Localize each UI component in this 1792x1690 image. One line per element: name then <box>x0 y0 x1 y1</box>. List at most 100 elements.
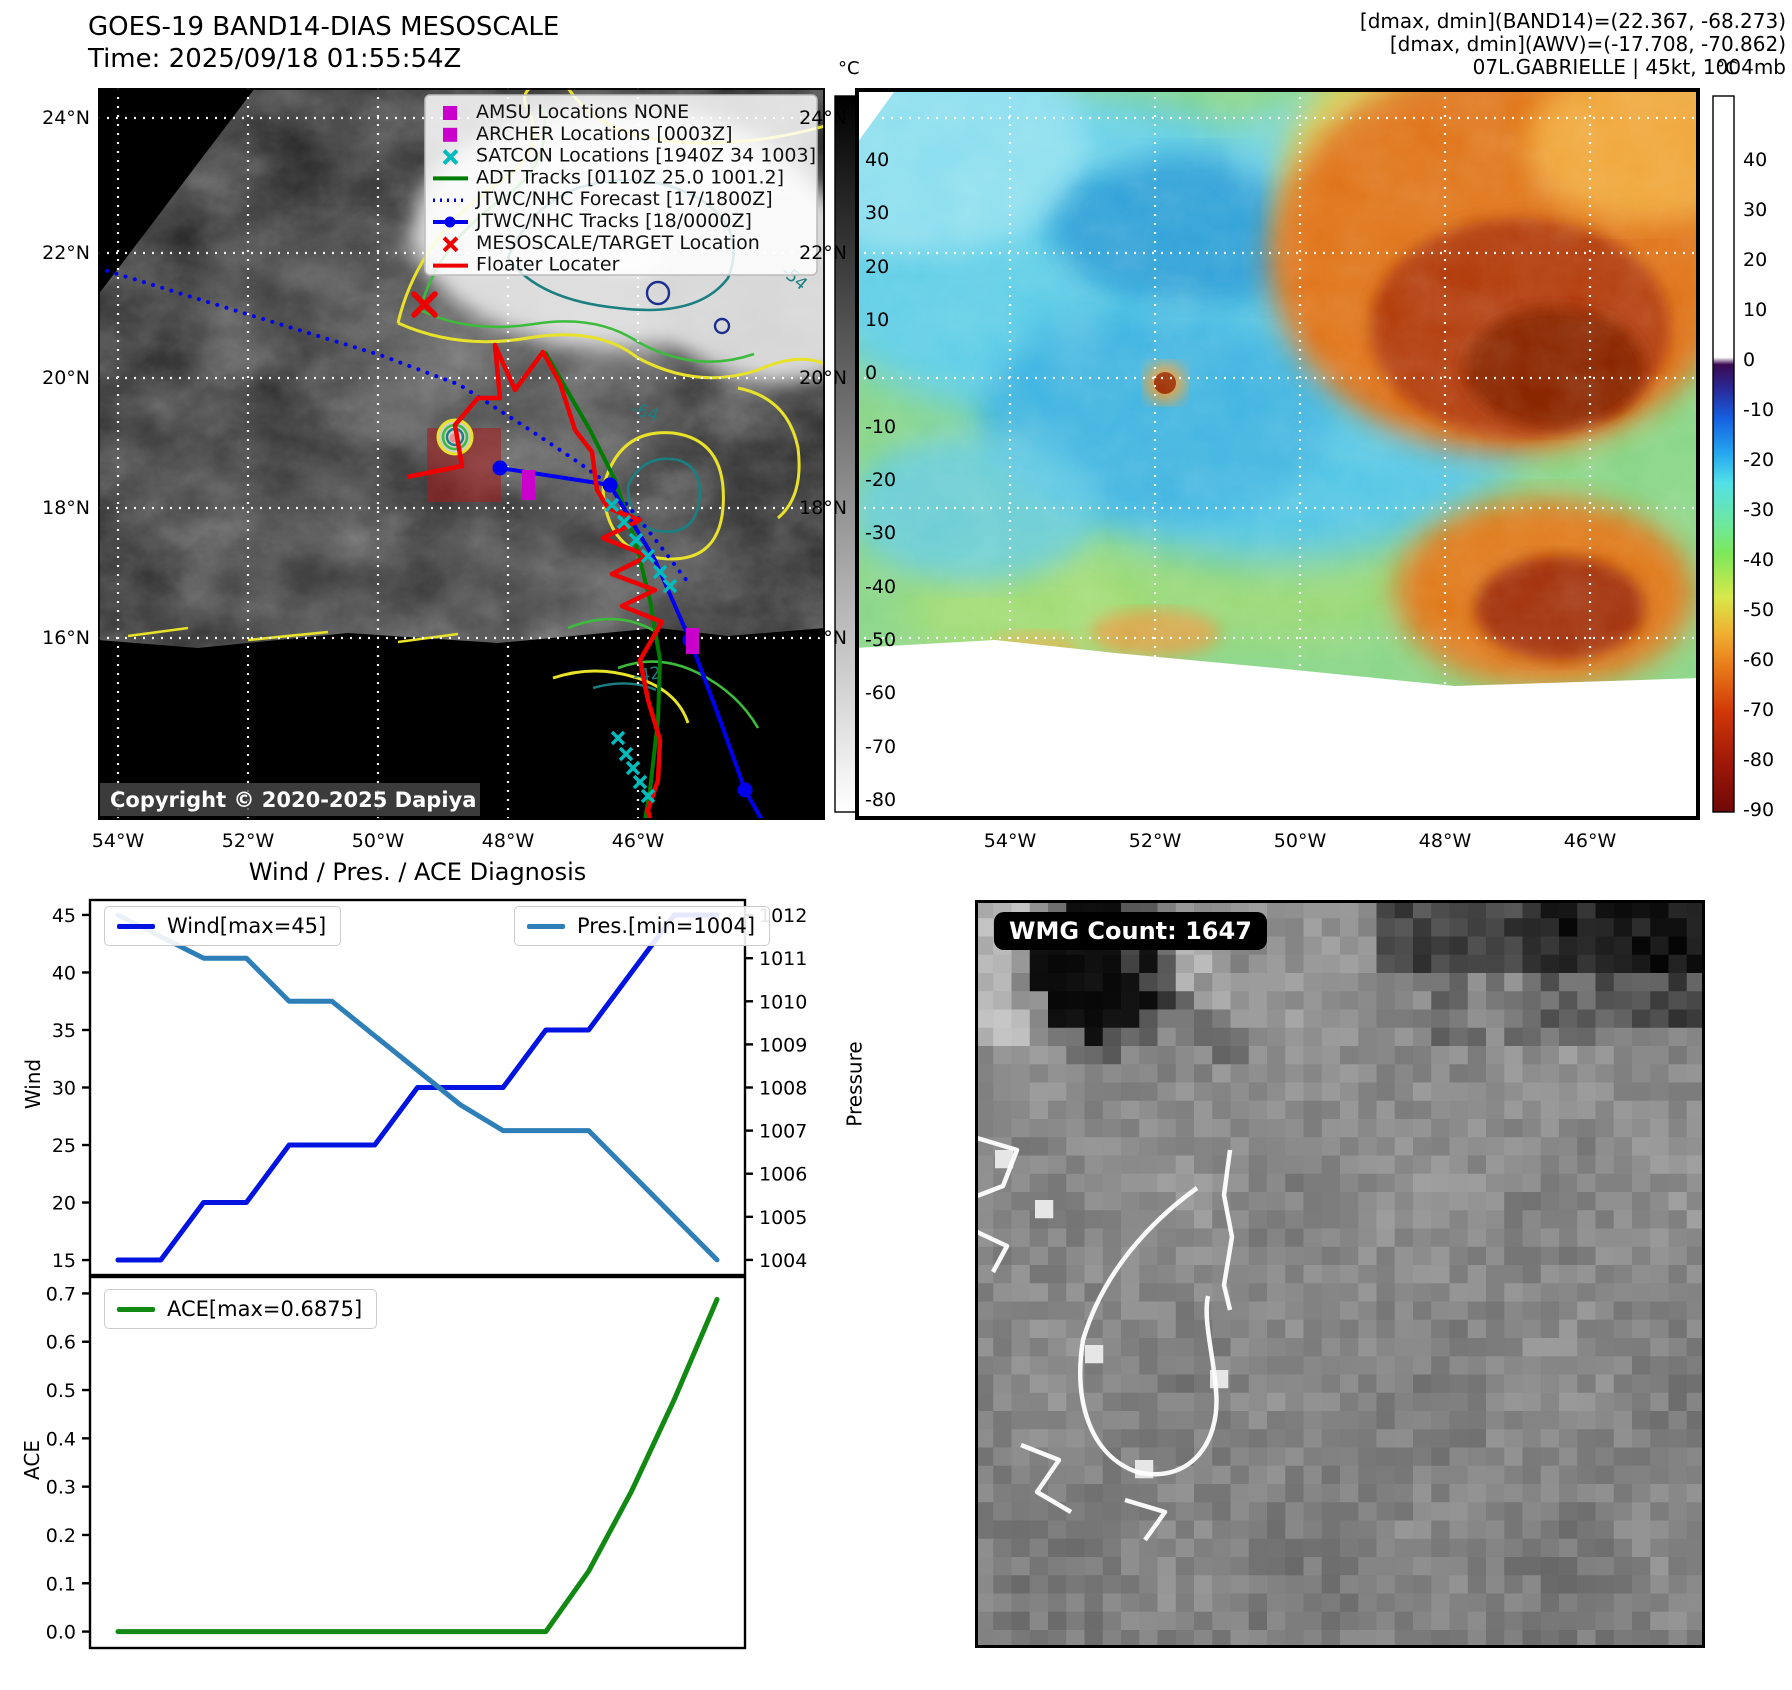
pressure-axis-title: Pressure <box>842 1041 867 1127</box>
legend-label: Floater Locater <box>476 254 620 276</box>
colorbar-tick-label-band14: -40 <box>865 575 897 598</box>
colorbar-tick-label-awv: -60 <box>1743 649 1775 671</box>
satcon-markers <box>604 497 678 804</box>
colorbar-tick-label-awv: 20 <box>1743 249 1768 271</box>
page-title: GOES-19 BAND14-DIAS MESOSCALE <box>88 12 560 42</box>
wmg-contour <box>1078 1186 1219 1477</box>
colorbar-tick-label-awv: -40 <box>1743 549 1775 571</box>
y-tick-label-left: 0.3 <box>46 1477 76 1499</box>
lon-tick-label-awv: 48°W <box>1418 830 1472 852</box>
lat-tick-label-band14: 18°N <box>42 497 90 519</box>
pressure-legend: Pres.[min=1004] <box>514 906 771 946</box>
scan-edge-wedge <box>98 88 255 295</box>
lon-tick-label-band14: 48°W <box>481 830 535 852</box>
y-tick-label-right: 1005 <box>759 1207 807 1229</box>
dmax-awv: [dmax, dmin](AWV)=(-17.708, -70.862) <box>1389 32 1786 56</box>
ace-legend-label: ACE[max=0.6875] <box>167 1297 363 1321</box>
lat-tick-label-band14: 22°N <box>42 242 90 264</box>
floater-locater-line <box>406 342 665 820</box>
wind-legend: Wind[max=45] <box>104 906 342 946</box>
colorbar-tick-label-band14: -60 <box>865 682 897 705</box>
map-border <box>855 88 1700 820</box>
pressure-legend-label: Pres.[min=1004] <box>577 914 756 938</box>
legend-label: ADT Tracks [0110Z 25.0 1001.2] <box>476 166 784 188</box>
wmg-count-badge: WMG Count: 1647 <box>994 912 1267 950</box>
legend-label: SATCON Locations [1940Z 34 1003] <box>476 145 816 167</box>
archer-marker <box>686 628 699 654</box>
lon-tick-label-awv: 52°W <box>1128 830 1182 852</box>
wmg-contour <box>976 1135 1020 1199</box>
lat-tick-label-band14: 20°N <box>42 367 90 389</box>
y-tick-label-left: 0.2 <box>46 1525 76 1547</box>
colorbar-tick-label-band14: -50 <box>865 628 897 651</box>
dmax-band14: [dmax, dmin](BAND14)=(22.367, -68.273) <box>1359 9 1786 33</box>
lat-tick-label-awv: 20°N <box>799 367 847 389</box>
lon-tick-label-band14: 50°W <box>351 830 405 852</box>
legend-label: AMSU Locations NONE <box>476 101 689 123</box>
colorbar-tick-label-band14: -30 <box>865 522 897 545</box>
wmg-contour <box>1124 1497 1168 1542</box>
colorbar-tick-label-awv: -70 <box>1743 699 1775 721</box>
lon-tick-label-awv: 50°W <box>1273 830 1327 852</box>
colorbar-tick-label-awv: 30 <box>1743 199 1768 221</box>
y-tick-label-left: 35 <box>52 1020 76 1042</box>
y-tick-label-left: 0.4 <box>46 1428 76 1450</box>
y-tick-label-right: 1004 <box>759 1250 807 1272</box>
legend-label: JTWC/NHC Forecast [17/1800Z] <box>475 188 773 210</box>
colorbar-tick-label-awv: 0 <box>1743 349 1756 371</box>
colorbar-tick-label-band14: 10 <box>865 308 890 331</box>
awv-satellite-map <box>855 88 1700 820</box>
ace-legend: ACE[max=0.6875] <box>104 1289 378 1329</box>
colorbar-unit-right: °C <box>1716 58 1738 79</box>
colorbar-tick-label-band14: -10 <box>865 415 897 438</box>
lat-tick-label-awv: 18°N <box>799 497 847 519</box>
legend-label: JTWC/NHC Tracks [18/0000Z] <box>475 210 752 232</box>
y-tick-label-left: 25 <box>52 1135 76 1157</box>
lat-tick-label-awv: 22°N <box>799 242 847 264</box>
wind-legend-sample <box>117 923 155 929</box>
colorbar-tick-label-awv: -50 <box>1743 599 1775 621</box>
colorbar-tick-label-band14: 30 <box>865 202 890 225</box>
y-tick-label-left: 0.6 <box>46 1332 76 1354</box>
lat-tick-label-awv: 16°N <box>799 627 847 649</box>
y-tick-label-left: 20 <box>52 1193 76 1215</box>
series-wind <box>115 912 720 1263</box>
adt-track-line <box>543 351 663 820</box>
lon-tick-label-band14: 46°W <box>611 830 665 852</box>
timestamp: Time: 2025/09/18 01:55:54Z <box>88 44 462 74</box>
colorbar-tick-label-band14: -80 <box>865 788 897 811</box>
colorbar-tick-label-band14: -70 <box>865 735 897 758</box>
y-tick-label-right: 1009 <box>759 1034 807 1056</box>
y-tick-label-left: 0.5 <box>46 1380 76 1402</box>
y-tick-label-left: 0.1 <box>46 1573 76 1595</box>
lat-tick-label-band14: 16°N <box>42 627 90 649</box>
y-tick-label-left: 0.0 <box>46 1622 76 1644</box>
series-pres. <box>115 912 720 1263</box>
archer-marker <box>522 470 535 500</box>
copyright-bar: Copyright © 2020-2025 Dapiya <box>100 783 480 816</box>
colorbar-tick-label-awv: -20 <box>1743 449 1775 471</box>
ace-legend-sample <box>117 1306 155 1312</box>
y-tick-label-left: 30 <box>52 1078 76 1100</box>
y-tick-label-left: 40 <box>52 962 76 984</box>
no-data-region <box>855 640 1700 820</box>
pressure-legend-sample <box>527 923 565 929</box>
colorbar-tick-label-awv: 10 <box>1743 299 1768 321</box>
y-tick-label-right: 1010 <box>759 991 807 1013</box>
jtwc-forecast-line <box>98 266 692 587</box>
y-tick-label-left: 45 <box>52 905 76 927</box>
lon-tick-label-awv: 46°W <box>1563 830 1617 852</box>
colorbar-tick-label-awv: 40 <box>1743 149 1768 171</box>
copyright-text: Copyright © 2020-2025 Dapiya <box>110 788 476 812</box>
series-ace <box>115 1296 720 1635</box>
lat-tick-label-band14: 24°N <box>42 107 90 129</box>
y-tick-label-left: 0.7 <box>46 1283 76 1305</box>
wmg-contour <box>1020 1442 1073 1514</box>
y-tick-label-right: 1012 <box>759 905 807 927</box>
ace-chart: 0.0 0.1 0.2 0.3 0.4 0.5 0.6 0.7 <box>46 1275 747 1650</box>
y-tick-label-right: 1008 <box>759 1078 807 1100</box>
lon-tick-label-band14: 52°W <box>221 830 275 852</box>
y-tick-label-right: 1006 <box>759 1164 807 1186</box>
colorbar-tick-label-band14: -20 <box>865 468 897 491</box>
